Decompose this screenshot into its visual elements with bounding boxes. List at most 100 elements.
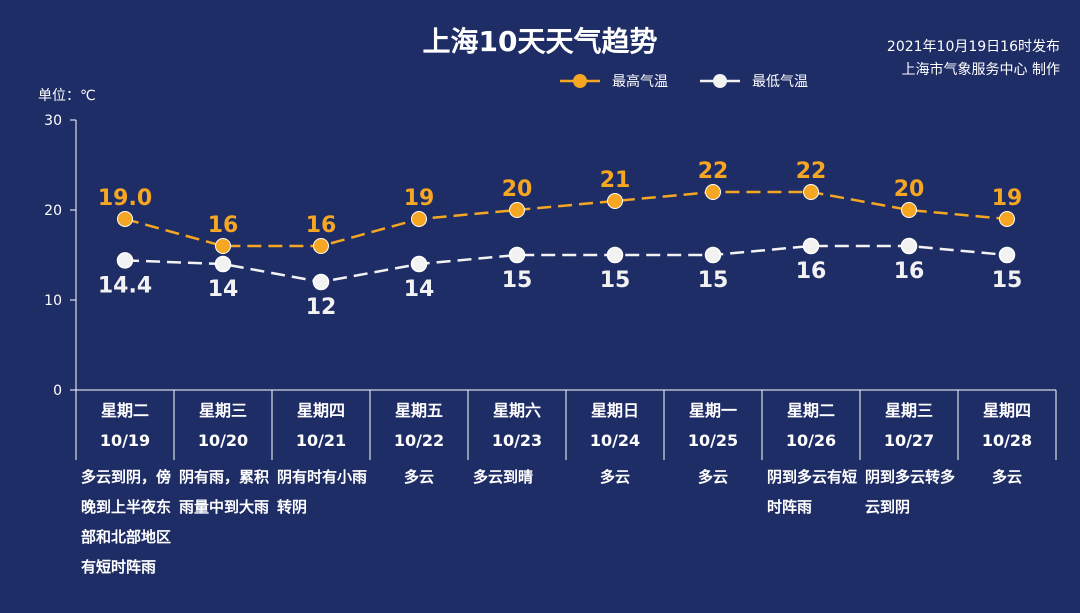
weekday-label: 星期日 xyxy=(590,401,639,420)
high-temp-label: 22 xyxy=(698,159,729,184)
weather-description: 多云 xyxy=(991,468,1022,486)
day-header-row: 星期二 10/19 星期三 10/20 星期四 10/21 星期五 10/22 星期六 10/23… xyxy=(76,390,1056,460)
high-temp-point xyxy=(607,193,623,209)
high-temp-point xyxy=(901,202,917,218)
legend-high-swatch xyxy=(560,74,600,88)
legend-item-low: 最低气温 xyxy=(700,71,808,91)
day-header-cell: 星期日 10/24 xyxy=(566,390,664,460)
high-temp-point xyxy=(509,202,525,218)
date-label: 10/20 xyxy=(197,431,249,450)
date-label: 10/24 xyxy=(589,431,641,450)
legend-high-label: 最高气温 xyxy=(612,74,668,90)
date-label: 10/28 xyxy=(981,431,1033,450)
weekday-label: 星期四 xyxy=(982,401,1031,420)
day-header-cell: 星期一 10/25 xyxy=(664,390,762,460)
low-temp-point xyxy=(116,252,134,269)
low-temp-label: 16 xyxy=(796,259,827,284)
low-temp-label: 15 xyxy=(502,268,533,293)
high-temp-line xyxy=(124,190,1008,248)
low-temp-label: 14.4 xyxy=(98,273,152,298)
date-label: 10/27 xyxy=(883,431,935,450)
y-tick-label: 20 xyxy=(44,203,62,219)
high-temp-point xyxy=(215,238,231,254)
high-temp-point xyxy=(705,184,721,200)
date-label: 10/19 xyxy=(99,431,151,450)
low-temp-point xyxy=(606,246,624,264)
y-tick-label: 30 xyxy=(44,113,62,129)
date-label: 10/25 xyxy=(687,431,739,450)
legend-item-high: 最高气温 xyxy=(560,71,668,91)
publisher: 上海市气象服务中心 制作 xyxy=(901,62,1060,78)
date-label: 10/21 xyxy=(295,431,347,450)
day-header-cell: 星期四 10/21 xyxy=(272,390,370,460)
legend-low-swatch xyxy=(700,74,740,88)
weather-description: 多云 xyxy=(697,468,728,486)
weekday-label: 星期三 xyxy=(884,401,933,420)
low-temp-point xyxy=(214,255,232,273)
low-temp-point xyxy=(410,255,428,273)
low-temp-point xyxy=(508,246,526,264)
y-tick-label: 10 xyxy=(44,293,62,309)
high-temp-point xyxy=(999,211,1015,227)
low-temp-point xyxy=(704,246,722,264)
high-temp-label: 16 xyxy=(306,213,337,238)
weather-description: 阴有时有小雨转阴 xyxy=(277,468,368,516)
low-temp-label: 15 xyxy=(992,268,1023,293)
high-temp-label: 22 xyxy=(796,159,827,184)
high-temp-label: 19 xyxy=(992,186,1023,211)
low-temp-point xyxy=(802,237,820,255)
weekday-label: 星期四 xyxy=(296,401,345,420)
day-header-cell: 星期四 10/28 xyxy=(958,390,1056,460)
low-temp-label: 15 xyxy=(600,268,631,293)
high-temp-point xyxy=(411,211,427,227)
low-temp-point xyxy=(900,237,918,255)
day-header-cell: 星期二 10/26 xyxy=(762,390,860,460)
weekday-label: 星期三 xyxy=(198,401,247,420)
low-temp-line xyxy=(124,244,1008,284)
date-label: 10/23 xyxy=(491,431,543,450)
date-label: 10/26 xyxy=(785,431,837,450)
day-header-cell: 星期二 10/19 xyxy=(76,390,174,460)
weather-description: 阴有雨，累积雨量中到大雨 xyxy=(179,468,270,516)
high-temp-point xyxy=(313,238,329,254)
weekday-label: 星期一 xyxy=(688,401,737,420)
weather-description: 阴到多云有短时阵雨 xyxy=(767,468,858,516)
low-temp-label: 14 xyxy=(404,277,435,302)
weather-description: 多云到晴 xyxy=(473,468,534,486)
high-temp-label: 20 xyxy=(894,177,925,202)
chart-title: 上海10天天气趋势 xyxy=(422,25,658,58)
high-temp-label: 19.0 xyxy=(98,186,152,211)
weather-description: 阴到多云转多云到阴 xyxy=(865,468,956,516)
unit-label: 单位：℃ xyxy=(38,88,96,104)
day-header-cell: 星期三 10/27 xyxy=(860,390,958,460)
weather-description: 多云到阴，傍晚到上半夜东部和北部地区有短时阵雨 xyxy=(81,468,172,576)
low-temp-point xyxy=(312,273,330,291)
weekday-label: 星期五 xyxy=(394,401,443,420)
low-temp-label: 14 xyxy=(208,277,239,302)
weekday-label: 星期二 xyxy=(100,401,149,420)
low-temp-label: 16 xyxy=(894,259,925,284)
legend-low-label: 最低气温 xyxy=(752,74,808,90)
low-temp-point xyxy=(998,246,1016,264)
high-temp-label: 21 xyxy=(600,168,631,193)
high-temp-label: 16 xyxy=(208,213,239,238)
weather-description: 多云 xyxy=(599,468,630,486)
day-header-cell: 星期六 10/23 xyxy=(468,390,566,460)
weekday-label: 星期二 xyxy=(786,401,835,420)
legend: 最高气温 最低气温 xyxy=(560,71,840,91)
publish-info: 2021年10月19日16时发布 上海市气象服务中心 制作 xyxy=(887,36,1060,82)
weather-description: 多云 xyxy=(403,468,434,486)
weekday-label: 星期六 xyxy=(492,401,541,420)
low-temp-label: 12 xyxy=(306,295,337,320)
date-label: 10/22 xyxy=(393,431,445,450)
publish-time: 2021年10月19日16时发布 xyxy=(886,39,1060,55)
high-temp-label: 20 xyxy=(502,177,533,202)
day-header-cell: 星期五 10/22 xyxy=(370,390,468,460)
day-header-cell: 星期三 10/20 xyxy=(174,390,272,460)
y-tick-label: 0 xyxy=(53,383,62,399)
high-temp-point xyxy=(803,184,819,200)
high-temp-point xyxy=(117,211,133,227)
high-temp-label: 19 xyxy=(404,186,435,211)
low-temp-label: 15 xyxy=(698,268,729,293)
